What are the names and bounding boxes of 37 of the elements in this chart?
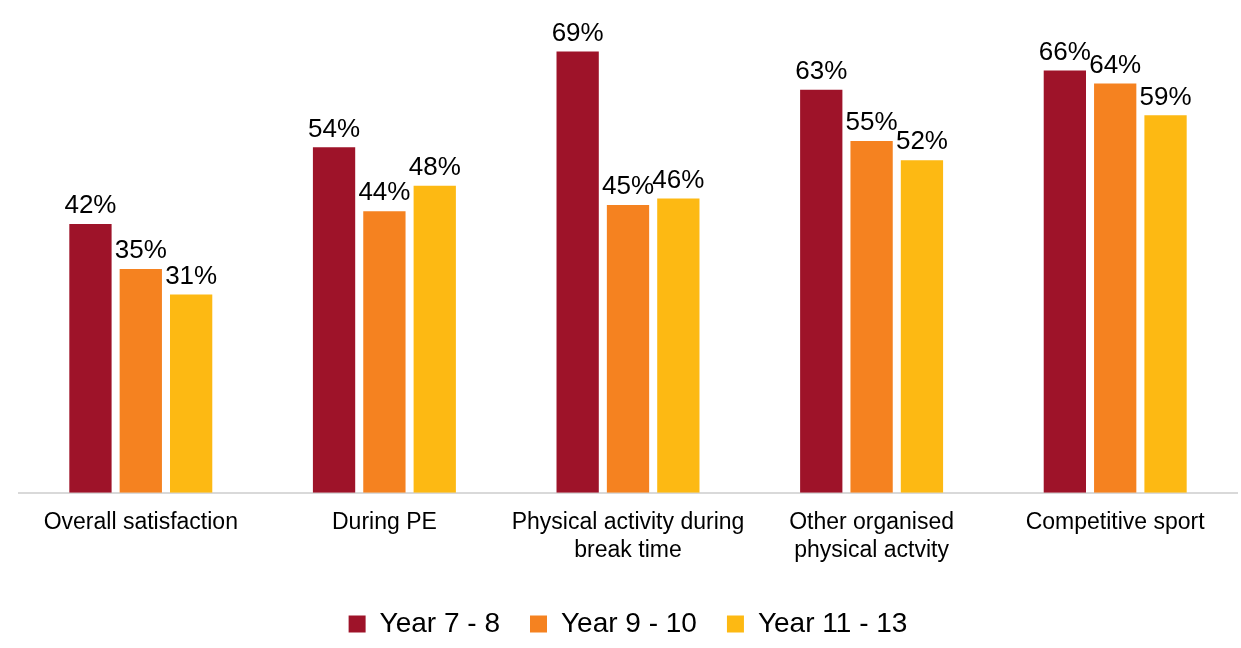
legend-label: Year 7 - 8	[379, 606, 500, 638]
bar	[312, 147, 356, 493]
data-label: 31%	[165, 259, 218, 290]
data-label: 46%	[652, 163, 705, 194]
data-label: 42%	[64, 189, 117, 220]
bar	[363, 211, 406, 493]
data-label: 35%	[114, 234, 167, 265]
x-tick-label: Physical activity during break time	[511, 507, 745, 562]
bar	[413, 185, 456, 493]
bar	[1043, 70, 1086, 493]
bar	[657, 198, 700, 493]
data-label: 48%	[408, 150, 461, 181]
bar	[1144, 115, 1187, 493]
x-tick-label: Overall satisfaction	[43, 507, 238, 534]
bar	[606, 204, 650, 493]
bar	[170, 294, 213, 493]
legend-label: Year 9 - 10	[560, 606, 697, 638]
data-label: 66%	[1038, 35, 1091, 66]
data-label: 69%	[551, 16, 604, 47]
x-tick-label: Competitive sport	[1025, 507, 1206, 534]
bar	[119, 268, 162, 493]
legend-label: Year 11 - 13	[757, 606, 908, 638]
x-tick-label: Other organised physical actvity	[789, 507, 955, 562]
bar	[900, 160, 944, 493]
data-label: 44%	[358, 176, 411, 207]
bar	[556, 51, 599, 493]
data-label: 59%	[1139, 80, 1192, 111]
bar	[800, 89, 843, 493]
x-tick-label: During PE	[331, 507, 437, 534]
data-label: 45%	[601, 170, 655, 201]
bar	[1094, 83, 1137, 493]
data-label: 63%	[795, 54, 848, 85]
bar	[850, 140, 893, 493]
data-label: 54%	[308, 112, 361, 143]
data-label: 64%	[1089, 48, 1142, 79]
data-label: 55%	[845, 106, 898, 137]
bar	[69, 224, 112, 493]
